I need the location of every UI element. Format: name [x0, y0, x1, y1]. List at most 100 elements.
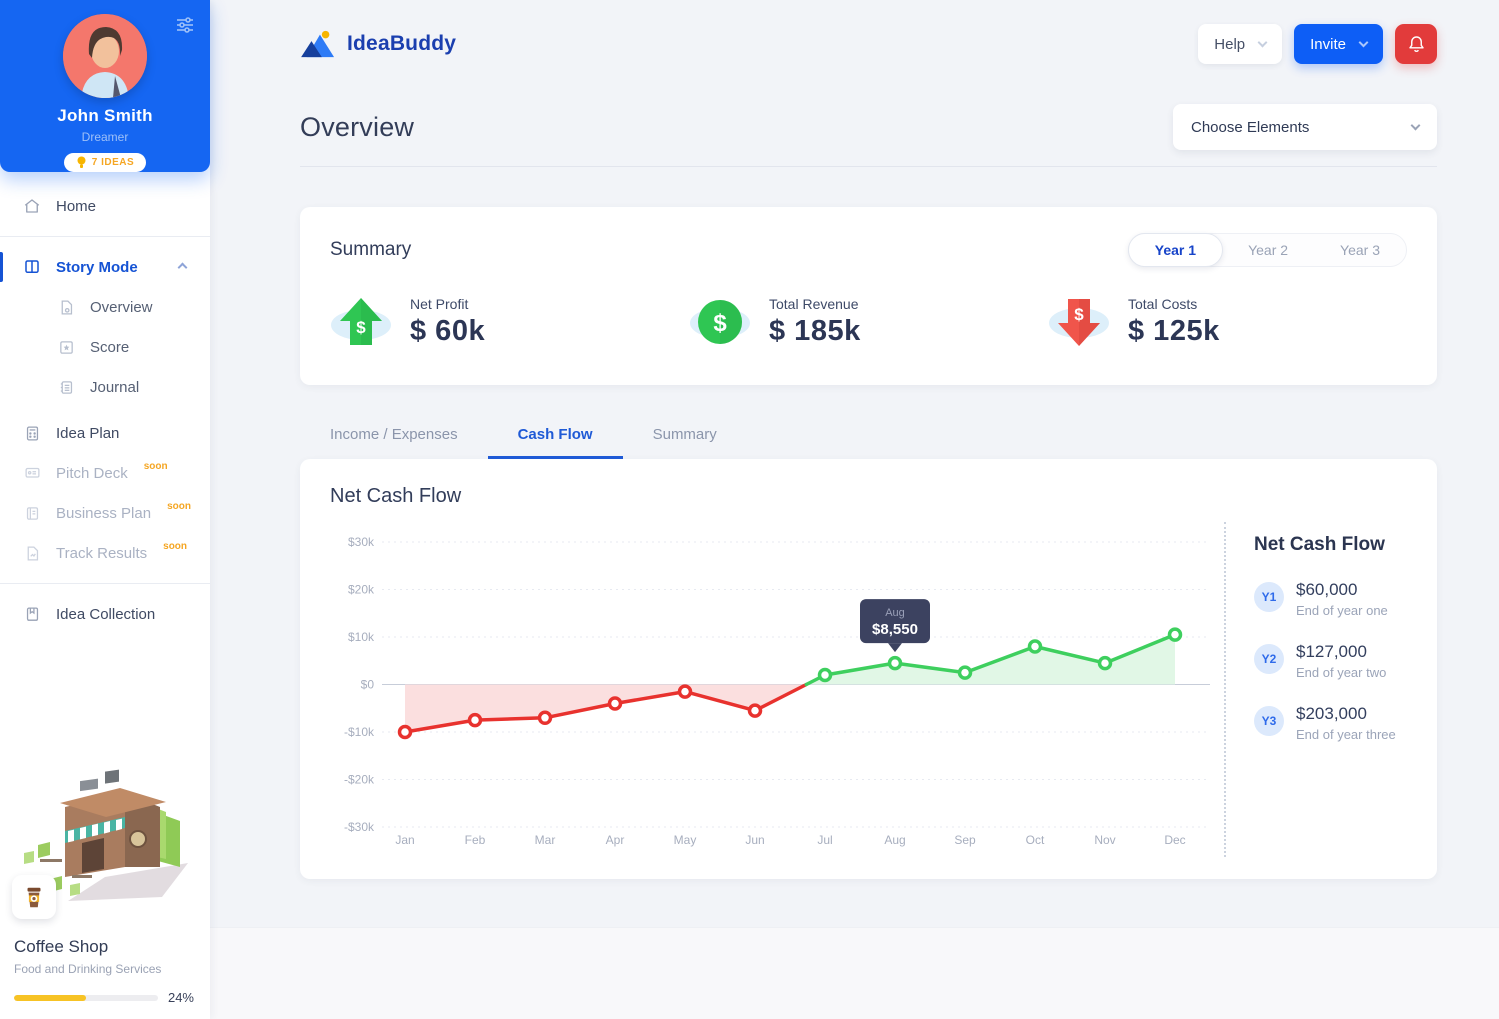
sidebar-item-label: Story Mode	[56, 258, 138, 276]
tab-year-2[interactable]: Year 2	[1248, 242, 1289, 258]
panel-item-y3: Y3 $203,000 End of year three	[1254, 704, 1437, 742]
year-badge: Y1	[1254, 582, 1284, 612]
svg-text:Aug: Aug	[885, 607, 905, 619]
sidebar-item-overview[interactable]: Overview	[0, 287, 210, 327]
cash-flow-panel: Net Cash Flow Y1 $60,000 End of year one…	[1224, 522, 1437, 857]
footer-strip	[210, 927, 1499, 1019]
dollar-circle-icon: $	[690, 300, 750, 344]
notifications-button[interactable]	[1395, 24, 1437, 64]
svg-text:$0: $0	[361, 678, 375, 692]
svg-text:Jul: Jul	[817, 833, 832, 847]
svg-text:Oct: Oct	[1026, 833, 1045, 847]
project-progress-bar	[14, 994, 158, 1001]
svg-text:Apr: Apr	[606, 833, 625, 847]
journal-icon	[56, 377, 76, 397]
svg-text:Jan: Jan	[395, 833, 414, 847]
panel-value: $60,000	[1296, 580, 1358, 599]
coffee-cup-icon[interactable]	[12, 875, 56, 919]
help-button[interactable]: Help	[1198, 24, 1283, 64]
year-badge: Y2	[1254, 644, 1284, 674]
sidebar-item-journal[interactable]: Journal	[0, 367, 210, 407]
ideas-badge[interactable]: 7 IDEAS	[63, 153, 147, 172]
divider	[0, 236, 210, 237]
calculator-icon	[22, 423, 42, 443]
stat-total-revenue: $ Total Revenue $ 185k	[689, 293, 1048, 351]
year-badge: Y3	[1254, 706, 1284, 736]
sidebar-item-label: Score	[90, 338, 130, 356]
svg-text:Nov: Nov	[1094, 833, 1115, 847]
bulb-icon	[77, 156, 86, 168]
panel-caption: End of year one	[1296, 603, 1388, 618]
profile-name: John Smith	[57, 106, 153, 125]
sidebar-item-label: Overview	[90, 298, 153, 316]
invite-label: Invite	[1310, 35, 1346, 53]
project-category: Food and Drinking Services	[14, 962, 162, 976]
sidebar-item-label: Journal	[90, 378, 140, 396]
svg-text:$30k: $30k	[348, 535, 375, 549]
sidebar-item-label: Home	[56, 197, 97, 215]
presentation-icon	[22, 463, 42, 483]
sidebar-item-label: Track Results	[56, 544, 148, 562]
stat-value: $ 60k	[410, 315, 486, 347]
choose-elements-label: Choose Elements	[1191, 118, 1310, 136]
svg-text:Mar: Mar	[535, 833, 556, 847]
svg-text:May: May	[674, 833, 697, 847]
sidebar-item-label: Idea Collection	[56, 605, 156, 623]
main-area: IdeaBuddy Help Invite	[210, 0, 1499, 1019]
page-chart-icon	[22, 543, 42, 563]
project-card: Coffee Shop Food and Drinking Services 2…	[0, 755, 210, 1019]
svg-text:$: $	[1074, 305, 1084, 324]
panel-item-y1: Y1 $60,000 End of year one	[1254, 580, 1437, 618]
invite-button[interactable]: Invite	[1294, 24, 1383, 64]
sidebar-item-score[interactable]: Score	[0, 327, 210, 367]
svg-text:$: $	[356, 318, 366, 337]
sidebar-item-story-mode[interactable]: Story Mode	[0, 247, 210, 287]
sidebar-item-track-results[interactable]: Track Results soon	[0, 533, 210, 573]
page-eye-icon	[56, 297, 76, 317]
arrow-down-dollar-icon: $	[1049, 299, 1109, 346]
sidebar-item-idea-plan[interactable]: Idea Plan	[0, 413, 210, 453]
project-progress-label: 24%	[167, 990, 194, 1005]
panel-caption: End of year two	[1296, 665, 1387, 680]
chevron-up-icon	[177, 262, 188, 272]
chart-tooltip: Aug $8,550	[860, 599, 930, 653]
flow-tabs: Income / Expenses Cash Flow Summary	[300, 415, 1437, 459]
sidebar-nav: Home Story Mode Overview Score J	[0, 172, 210, 634]
tab-year-1[interactable]: Year 1	[1127, 233, 1224, 267]
avatar	[63, 14, 147, 98]
stat-net-profit: $ Net Profit $ 60k	[330, 293, 689, 351]
sidebar-item-pitch-deck[interactable]: Pitch Deck soon	[0, 453, 210, 493]
sliders-icon[interactable]	[174, 14, 196, 36]
star-square-icon	[56, 337, 76, 357]
svg-text:-$10k: -$10k	[344, 725, 375, 739]
tab-year-3[interactable]: Year 3	[1340, 242, 1380, 258]
chevron-down-icon	[1410, 120, 1421, 130]
soon-badge: soon	[167, 500, 191, 512]
topbar: IdeaBuddy Help Invite	[300, 0, 1437, 72]
page-title: Overview	[300, 111, 415, 142]
svg-text:$: $	[713, 310, 727, 337]
stat-value: $ 125k	[1128, 315, 1220, 347]
svg-text:$10k: $10k	[348, 630, 375, 644]
choose-elements-dropdown[interactable]: Choose Elements	[1173, 104, 1437, 150]
svg-text:$8,550: $8,550	[872, 621, 918, 638]
panel-item-y2: Y2 $127,000 End of year two	[1254, 642, 1437, 680]
divider	[300, 166, 1437, 167]
bookmark-book-icon	[22, 604, 42, 624]
profile-role: Dreamer	[81, 130, 129, 144]
tab-summary[interactable]: Summary	[652, 426, 717, 443]
svg-text:Feb: Feb	[465, 833, 486, 847]
sidebar-item-business-plan[interactable]: Business Plan soon	[0, 493, 210, 533]
arrow-up-dollar-icon: $	[331, 298, 391, 345]
summary-card: Summary Year 1 Year 2 Year 3 $ Ne	[300, 207, 1437, 385]
home-icon	[22, 196, 42, 216]
project-progress-fill	[14, 994, 86, 1001]
brand-logo[interactable]: IdeaBuddy	[300, 28, 456, 60]
sidebar-item-home[interactable]: Home	[0, 186, 210, 226]
tab-income-expenses[interactable]: Income / Expenses	[330, 426, 458, 443]
soon-badge: soon	[163, 540, 188, 552]
tab-cash-flow[interactable]: Cash Flow	[487, 415, 623, 459]
sidebar-item-label: Idea Plan	[56, 424, 120, 442]
sidebar-item-idea-collection[interactable]: Idea Collection	[0, 594, 210, 634]
divider	[0, 583, 210, 584]
